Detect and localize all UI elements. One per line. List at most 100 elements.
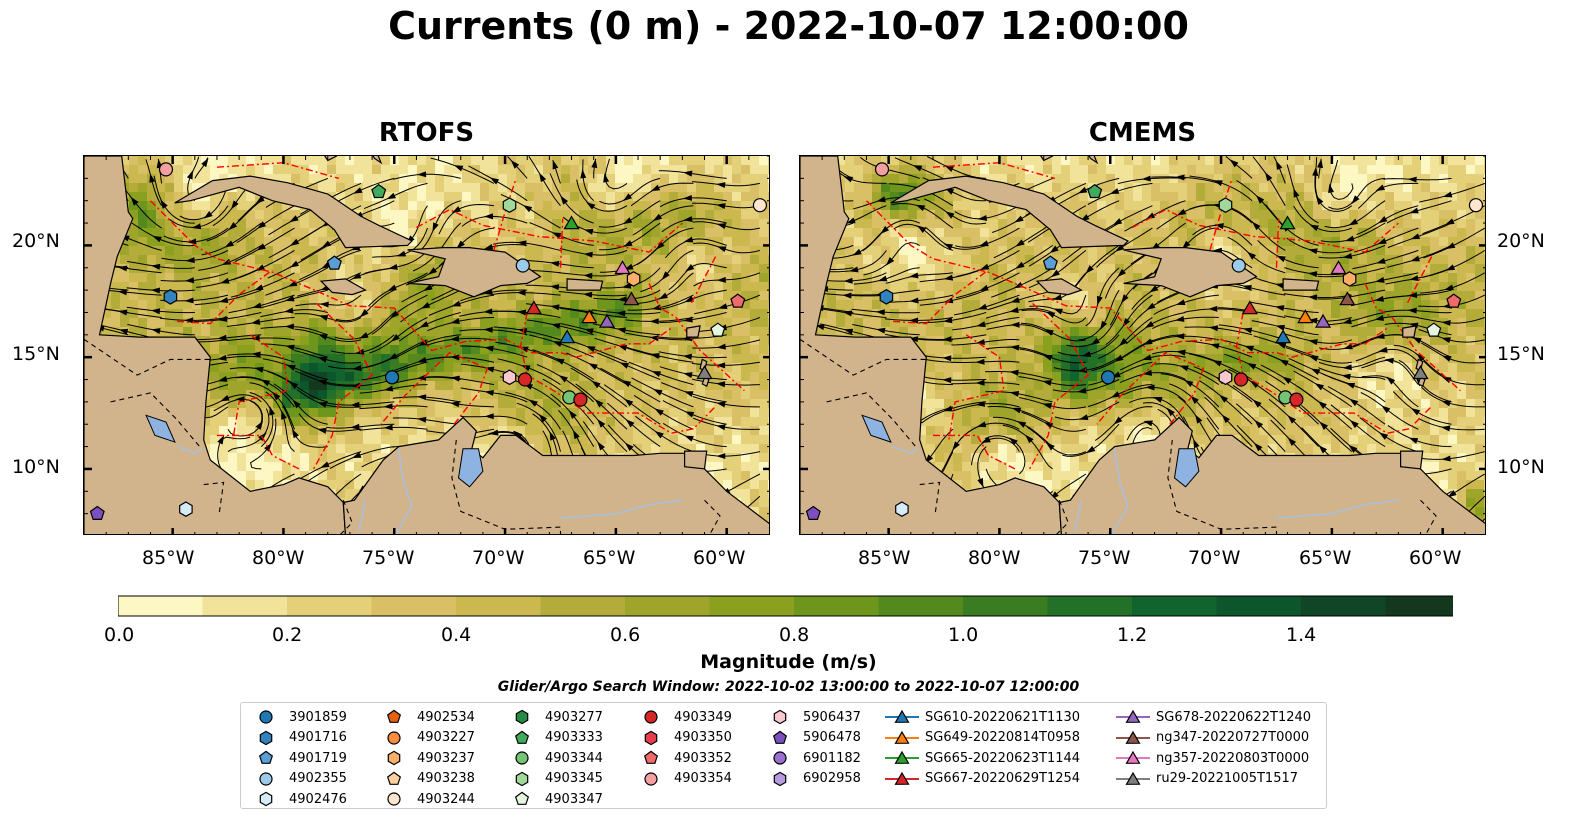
lat-tick: 20°N — [1497, 230, 1545, 252]
lat-tick: 15°N — [1497, 343, 1545, 365]
circle-marker-icon — [387, 731, 401, 745]
glider-marker[interactable] — [1339, 291, 1356, 306]
colorbar-segment — [1132, 596, 1217, 616]
legend-item: 4903333 — [503, 728, 603, 749]
legend-item: SG610-20220621T1130 — [883, 707, 1080, 728]
argo-float-marker[interactable] — [626, 271, 641, 287]
argo-float-marker[interactable] — [805, 505, 821, 520]
colorbar-segment — [1216, 596, 1302, 616]
legend-item-label: 6901182 — [803, 750, 861, 766]
argo-float-marker[interactable] — [874, 162, 890, 177]
argo-float-marker[interactable] — [326, 255, 342, 270]
hexagon-marker-icon — [515, 709, 529, 725]
glider-marker[interactable] — [1412, 365, 1429, 380]
glider-marker[interactable] — [623, 291, 640, 306]
float-glider-markers — [805, 162, 1484, 520]
lon-tick: 80°W — [968, 547, 1021, 569]
legend-item-label: 4902476 — [289, 791, 347, 807]
argo-float-marker[interactable] — [710, 322, 726, 337]
lakes — [145, 414, 484, 488]
glider-marker[interactable] — [525, 300, 542, 315]
lon-tick: 70°W — [1188, 547, 1241, 569]
argo-float-marker[interactable] — [1231, 258, 1246, 273]
argo-float-marker[interactable] — [515, 258, 530, 273]
glider-marker[interactable] — [1279, 215, 1296, 230]
legend-item: ng357-20220803T0000 — [1114, 748, 1311, 769]
legend-item: SG678-20220622T1240 — [1114, 707, 1311, 728]
lon-tick: 65°W — [583, 547, 636, 569]
argo-float-marker[interactable] — [1087, 183, 1103, 199]
colorbar-tick: 0.6 — [610, 624, 641, 646]
map-panel-rtofs[interactable] — [83, 155, 770, 535]
glider-marker[interactable] — [1314, 313, 1332, 328]
panel-title-rtofs: RTOFS — [378, 118, 475, 148]
argo-float-marker[interactable] — [895, 501, 909, 517]
colorbar-segment — [287, 596, 372, 616]
lat-tick: 10°N — [1497, 456, 1545, 478]
argo-float-marker[interactable] — [163, 289, 178, 305]
lat-tick: 20°N — [12, 230, 60, 252]
argo-float-marker[interactable] — [1218, 197, 1233, 213]
map-rtofs — [84, 156, 769, 534]
glider-marker[interactable] — [1330, 260, 1347, 275]
glider-marker[interactable] — [1275, 329, 1292, 344]
glider-marker[interactable] — [1241, 300, 1258, 315]
argo-float-marker[interactable] — [158, 162, 174, 177]
lon-tick: 85°W — [142, 547, 195, 569]
argo-float-marker[interactable] — [1426, 322, 1442, 337]
colorbar-tick: 1.2 — [1117, 624, 1148, 646]
lat-tick: 15°N — [12, 343, 60, 365]
argo-float-marker[interactable] — [1218, 369, 1233, 386]
circle-marker-icon — [259, 710, 273, 724]
map-panel-cmems[interactable] — [799, 155, 1486, 535]
glider-marker[interactable] — [581, 309, 598, 324]
glider-marker[interactable] — [559, 329, 576, 344]
legend-item: 4903345 — [503, 769, 603, 790]
argo-float-marker[interactable] — [371, 183, 387, 199]
argo-float-marker[interactable] — [502, 369, 517, 386]
argo-float-marker[interactable] — [879, 289, 894, 305]
argo-float-marker[interactable] — [1233, 372, 1249, 387]
glider-marker[interactable] — [614, 260, 631, 275]
legend-item: 4903277 — [503, 707, 603, 728]
glider-marker[interactable] — [1297, 309, 1314, 324]
argo-float-marker[interactable] — [517, 372, 533, 387]
argo-float-marker[interactable] — [1100, 370, 1116, 385]
argo-float-marker[interactable] — [502, 197, 517, 213]
colorbar-segment — [1047, 596, 1133, 616]
argo-float-marker[interactable] — [1468, 198, 1484, 213]
legend-item: 5906437 — [761, 707, 861, 728]
legend: 3901859 4901716 4901719 4902355 4902476 49025… — [240, 702, 1327, 809]
hexagon-marker-icon — [773, 709, 787, 725]
argo-float-marker[interactable] — [89, 505, 105, 520]
legend-column: 4903277 4903333 4903344 4903345 4903347 — [503, 707, 603, 810]
lon-tick: 65°W — [1299, 547, 1352, 569]
land — [800, 156, 1485, 534]
colorbar-tick: 1.0 — [948, 624, 979, 646]
argo-float-marker[interactable] — [752, 198, 768, 213]
argo-float-marker[interactable] — [1342, 271, 1357, 287]
argo-float-marker[interactable] — [1289, 392, 1304, 407]
argo-float-marker[interactable] — [384, 370, 400, 385]
legend-item: 4903349 — [632, 707, 732, 728]
colorbar-segment — [118, 596, 203, 616]
legend-item-label: 4903354 — [674, 771, 732, 787]
glider-marker[interactable] — [563, 215, 580, 230]
circle-marker-icon — [259, 772, 273, 786]
circle-marker-icon — [644, 772, 658, 786]
glider-marker[interactable] — [598, 313, 616, 328]
pentagon-marker-icon — [643, 750, 659, 765]
legend-item: 4903354 — [632, 769, 732, 790]
argo-float-marker[interactable] — [179, 501, 193, 517]
argo-float-marker[interactable] — [1446, 293, 1462, 308]
hexagon-marker-icon — [644, 730, 658, 746]
triangle-marker-icon — [1116, 751, 1150, 765]
legend-item: ru29-20221005T1517 — [1114, 769, 1311, 790]
argo-float-marker[interactable] — [573, 392, 588, 407]
legend-item: SG649-20220814T0958 — [883, 728, 1080, 749]
argo-float-marker[interactable] — [1042, 255, 1058, 270]
argo-float-marker[interactable] — [730, 293, 746, 308]
triangle-marker-icon — [885, 710, 919, 724]
legend-item-label: ru29-20221005T1517 — [1156, 771, 1299, 787]
glider-marker[interactable] — [696, 365, 713, 380]
